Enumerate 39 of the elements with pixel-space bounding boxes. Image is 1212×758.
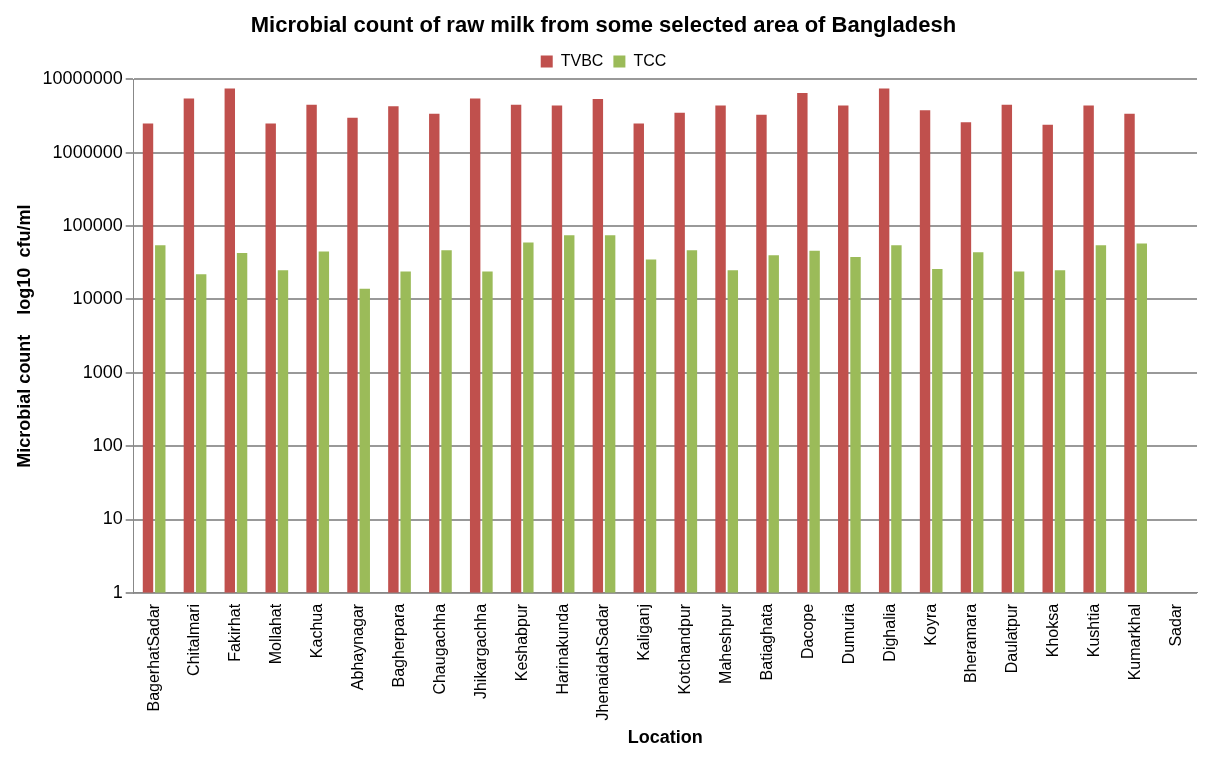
x-tick-label: Fakirhat <box>226 603 244 662</box>
x-tick-label: Bagherpara <box>389 603 407 688</box>
x-tick-label: BagerhatSadar <box>144 603 162 712</box>
x-tick-label: Chitalmari <box>185 603 203 676</box>
y-tick-label: 100000 <box>62 215 123 236</box>
legend-label: TVBC <box>560 51 604 69</box>
x-tick-label: Khoksa <box>1044 603 1062 658</box>
y-axis-title: Microbial count log10 cfu/ml <box>13 204 34 468</box>
x-tick-label: Daulatpur <box>1003 603 1021 674</box>
x-tick-label: Jhikargachha <box>471 603 489 700</box>
x-tick-label: Kachua <box>308 603 326 659</box>
x-tick-label: Harinakunda <box>553 603 571 695</box>
x-tick-label: Sadar <box>1166 603 1184 647</box>
x-axis-title: Location <box>627 727 703 748</box>
x-tick-label: Kaliganj <box>635 603 653 661</box>
x-tick-label: Dumuria <box>839 603 857 665</box>
x-tick-label: Koyra <box>921 603 939 646</box>
x-tick-label: Keshabpur <box>512 603 530 682</box>
y-tick-label: 10 <box>102 508 123 529</box>
y-tick-label: 10000 <box>72 288 123 309</box>
x-tick-label: Dighalia <box>880 603 898 662</box>
x-tick-label: Abhaynagar <box>349 603 367 691</box>
y-tick-label: 1000 <box>82 361 123 382</box>
x-tick-label: Batiaghata <box>757 603 775 681</box>
y-tick-label: 1 <box>112 581 123 602</box>
legend-label: TCC <box>633 51 667 69</box>
x-tick-label: Dacope <box>798 603 816 660</box>
x-tick-label: Mollahat <box>267 603 285 665</box>
chart-title: Microbial count of raw milk from some selected area of Bangladesh <box>250 12 957 38</box>
x-tick-label: Maheshpur <box>717 603 735 684</box>
x-tick-label: Chaugachha <box>430 603 448 695</box>
x-tick-label: Bheramara <box>962 603 980 684</box>
y-tick-label: 1000000 <box>52 141 123 162</box>
y-tick-label: 100 <box>92 435 123 456</box>
y-tick-label: 10000000 <box>42 68 123 89</box>
x-tick-label: JhenaidahSadar <box>594 603 612 721</box>
x-tick-label: Kushtia <box>1085 603 1103 658</box>
x-tick-label: Kumarkhal <box>1126 603 1144 681</box>
x-tick-label: Kotchandpur <box>676 603 694 695</box>
